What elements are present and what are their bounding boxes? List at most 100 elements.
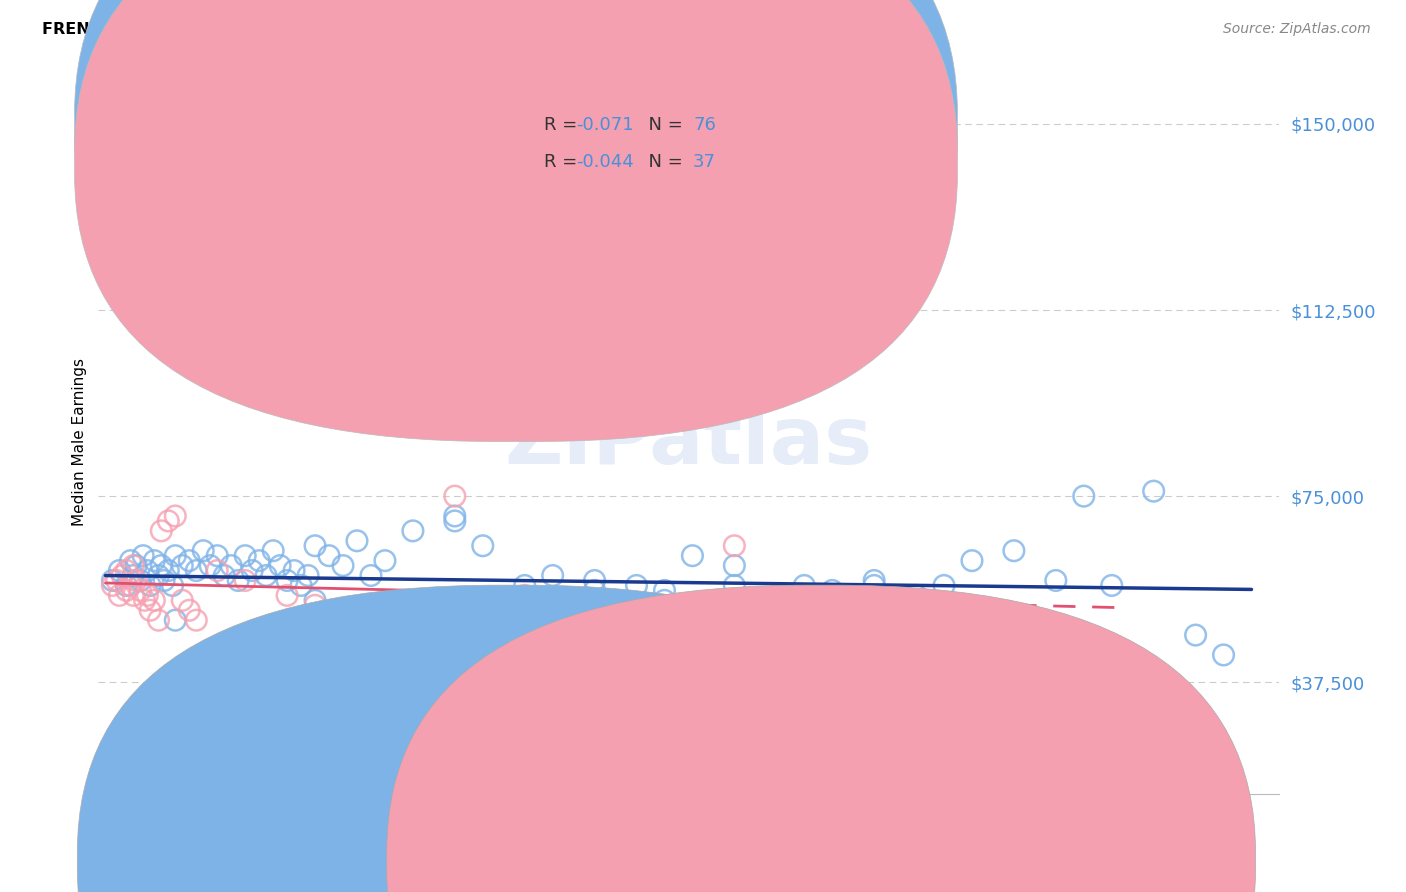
Point	[1002, 628, 1025, 642]
Point	[132, 549, 155, 563]
Point	[346, 603, 368, 617]
Point	[905, 588, 928, 602]
Point	[960, 554, 983, 568]
Point	[1143, 484, 1166, 499]
Point	[374, 554, 396, 568]
Point	[269, 558, 291, 573]
Y-axis label: Median Male Earnings: Median Male Earnings	[72, 358, 87, 525]
Point	[793, 618, 815, 632]
Point	[247, 554, 270, 568]
Point	[262, 543, 284, 558]
Point	[821, 583, 844, 598]
Point	[443, 508, 465, 523]
Point	[125, 574, 148, 588]
Point	[165, 508, 187, 523]
Point	[143, 554, 166, 568]
Point	[513, 603, 536, 617]
Point	[115, 564, 138, 578]
Point	[681, 549, 703, 563]
Point	[139, 578, 162, 592]
Point	[304, 539, 326, 553]
Point	[193, 713, 215, 727]
Point	[153, 574, 176, 588]
Point	[723, 216, 745, 230]
Text: N =: N =	[637, 153, 689, 171]
Point	[122, 558, 145, 573]
Point	[122, 568, 145, 582]
Point	[765, 588, 787, 602]
Point	[297, 568, 319, 582]
Text: ZIPatlas: ZIPatlas	[505, 402, 873, 481]
Point	[186, 564, 208, 578]
Point	[157, 514, 180, 528]
Text: 37: 37	[693, 153, 716, 171]
Point	[654, 603, 676, 617]
Point	[304, 599, 326, 613]
Point	[143, 593, 166, 607]
Point	[179, 603, 201, 617]
Text: -0.071: -0.071	[576, 116, 634, 134]
Point	[125, 558, 148, 573]
Point	[115, 578, 138, 592]
Point	[179, 554, 201, 568]
Point	[262, 732, 284, 747]
Point	[193, 543, 215, 558]
Text: Immigrants from Kenya: Immigrants from Kenya	[830, 849, 1035, 867]
Point	[1073, 489, 1095, 503]
Point	[513, 588, 536, 602]
Point	[172, 558, 194, 573]
Text: R =: R =	[544, 116, 583, 134]
Point	[129, 574, 152, 588]
Point	[148, 613, 170, 627]
Point	[541, 568, 564, 582]
Point	[723, 539, 745, 553]
Point	[723, 578, 745, 592]
Point	[212, 568, 235, 582]
Point	[254, 568, 277, 582]
Point	[165, 549, 187, 563]
Point	[136, 564, 159, 578]
Point	[150, 558, 173, 573]
Text: 76: 76	[693, 116, 716, 134]
Point	[205, 564, 228, 578]
Point	[205, 549, 228, 563]
Point	[108, 588, 131, 602]
Point	[1002, 543, 1025, 558]
Point	[120, 578, 142, 592]
Text: Source: ZipAtlas.com: Source: ZipAtlas.com	[1223, 22, 1371, 37]
Point	[443, 514, 465, 528]
Point	[583, 583, 606, 598]
Point	[346, 533, 368, 548]
Point	[583, 593, 606, 607]
Point	[863, 578, 886, 592]
Text: French Canadians: French Canadians	[520, 849, 678, 867]
Point	[863, 574, 886, 588]
Point	[932, 578, 955, 592]
Point	[276, 574, 298, 588]
Point	[120, 554, 142, 568]
Point	[793, 578, 815, 592]
Point	[226, 574, 249, 588]
Point	[513, 578, 536, 592]
Point	[233, 549, 256, 563]
Point	[101, 578, 124, 592]
Point	[240, 564, 263, 578]
Point	[105, 574, 128, 588]
Point	[654, 583, 676, 598]
Point	[793, 588, 815, 602]
Text: 0.0%: 0.0%	[105, 823, 145, 838]
Point	[304, 593, 326, 607]
Text: R =: R =	[544, 153, 583, 171]
Point	[139, 603, 162, 617]
Point	[863, 623, 886, 637]
Point	[108, 564, 131, 578]
Point	[283, 564, 305, 578]
Point	[148, 568, 170, 582]
Point	[134, 593, 156, 607]
Point	[111, 568, 134, 582]
Point	[136, 588, 159, 602]
Point	[276, 588, 298, 602]
Point	[162, 578, 184, 592]
Point	[165, 613, 187, 627]
Point	[443, 489, 465, 503]
